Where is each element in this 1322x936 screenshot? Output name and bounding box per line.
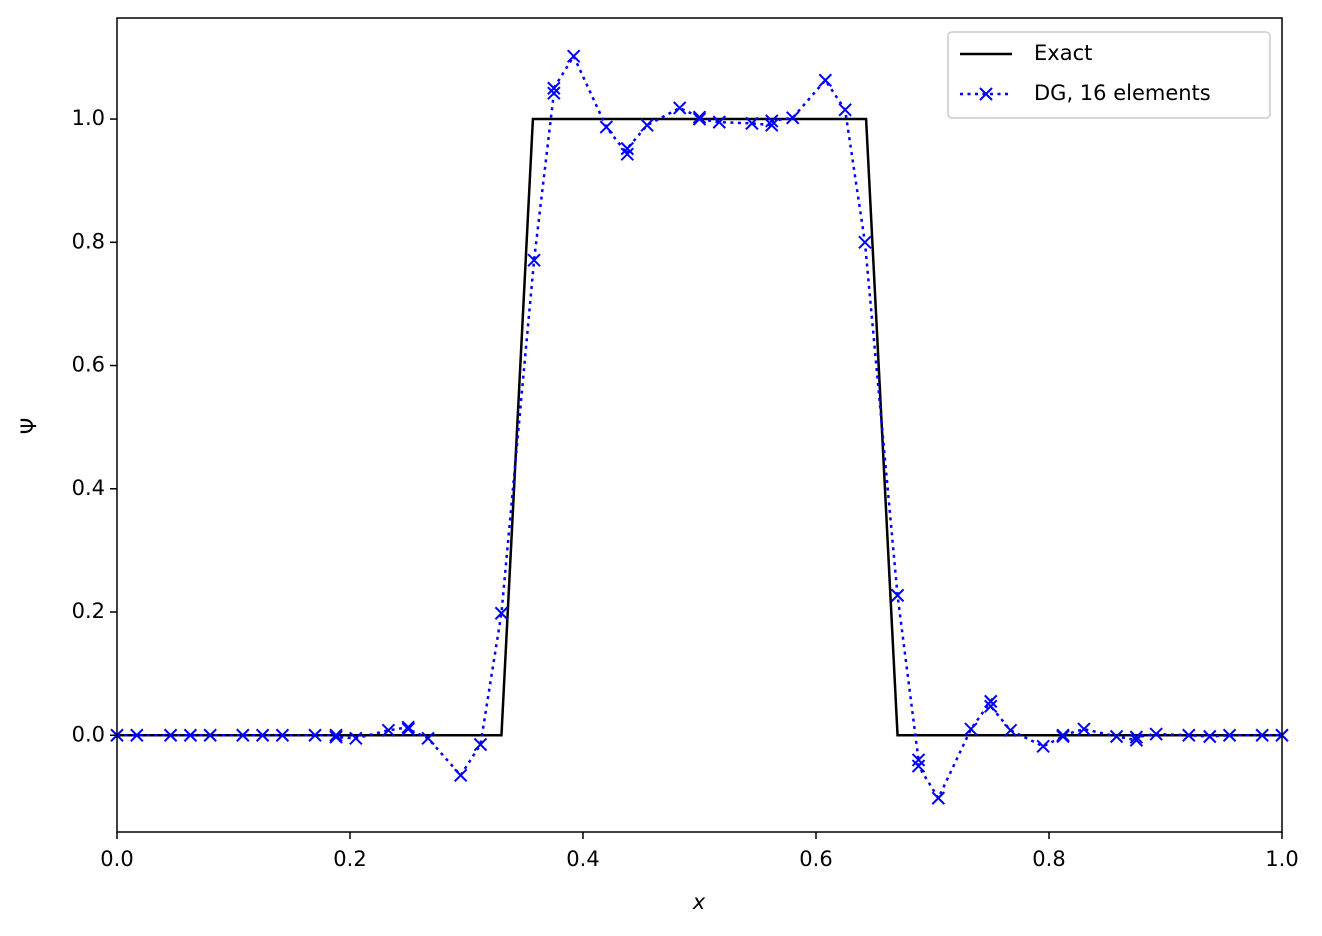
legend-label: Exact [1034, 41, 1092, 65]
marker [1182, 728, 1196, 742]
series-line [117, 117, 1282, 737]
marker [911, 753, 926, 767]
marker [453, 768, 468, 783]
marker [984, 694, 998, 709]
marker [308, 728, 322, 742]
y-tick-label: 0.6 [72, 353, 105, 377]
marker [911, 759, 926, 773]
marker [1222, 728, 1237, 742]
marker [547, 81, 561, 95]
marker [599, 120, 614, 134]
marker [255, 728, 270, 742]
marker [494, 606, 509, 620]
marker [745, 116, 759, 131]
marker [381, 723, 396, 738]
marker [1149, 727, 1163, 741]
marker [349, 731, 363, 746]
marker [130, 728, 144, 742]
marker [236, 728, 250, 742]
marker [620, 147, 634, 161]
x-axis-label: x [692, 890, 706, 914]
marker [692, 110, 707, 124]
marker [692, 112, 707, 126]
y-tick-label: 1.0 [72, 106, 105, 130]
marker [931, 791, 946, 805]
x-tick-label: 0.2 [333, 847, 366, 871]
marker [1203, 729, 1217, 744]
marker [421, 731, 435, 746]
marker [712, 115, 727, 129]
marker [765, 114, 779, 128]
marker [473, 737, 488, 752]
marker [329, 728, 343, 742]
marker [620, 141, 634, 156]
marker [1255, 728, 1269, 742]
marker [183, 728, 198, 742]
y-tick-label: 0.8 [72, 229, 105, 253]
marker [1036, 739, 1050, 754]
marker [547, 86, 561, 100]
series-line [117, 53, 1282, 801]
marker [1129, 730, 1144, 744]
marker [275, 728, 290, 742]
marker [203, 728, 217, 742]
marker [890, 588, 905, 603]
y-tick-label: 0.0 [72, 722, 105, 746]
marker [1056, 728, 1070, 742]
marker [818, 73, 833, 87]
marker [785, 111, 800, 125]
marker [1003, 723, 1018, 738]
marker [765, 118, 779, 132]
marker [163, 728, 178, 742]
marker [566, 49, 581, 63]
marker [984, 699, 998, 714]
marker [401, 722, 415, 736]
x-tick-label: 1.0 [1265, 847, 1298, 871]
legend-label: DG, 16 elements [1034, 81, 1211, 105]
marker [964, 722, 978, 736]
marker [640, 118, 654, 132]
marker [1109, 729, 1124, 744]
marker [858, 235, 872, 250]
marker [672, 101, 687, 115]
marker [1077, 722, 1091, 736]
x-tick-label: 0.8 [1032, 847, 1065, 871]
y-axis-label: Ψ [17, 418, 41, 435]
plot-frame [116, 17, 1283, 833]
legend-box [947, 31, 1271, 119]
y-tick-label: 0.2 [72, 599, 105, 623]
x-tick-label: 0.4 [566, 847, 599, 871]
x-tick-label: 0.6 [799, 847, 832, 871]
marker [838, 103, 852, 117]
marker [527, 253, 541, 267]
marker [329, 730, 343, 744]
marker [1129, 733, 1144, 747]
y-tick-label: 0.4 [72, 476, 105, 500]
legend-marker [979, 87, 993, 101]
x-tick-label: 0.0 [100, 847, 133, 871]
marker [401, 720, 415, 734]
